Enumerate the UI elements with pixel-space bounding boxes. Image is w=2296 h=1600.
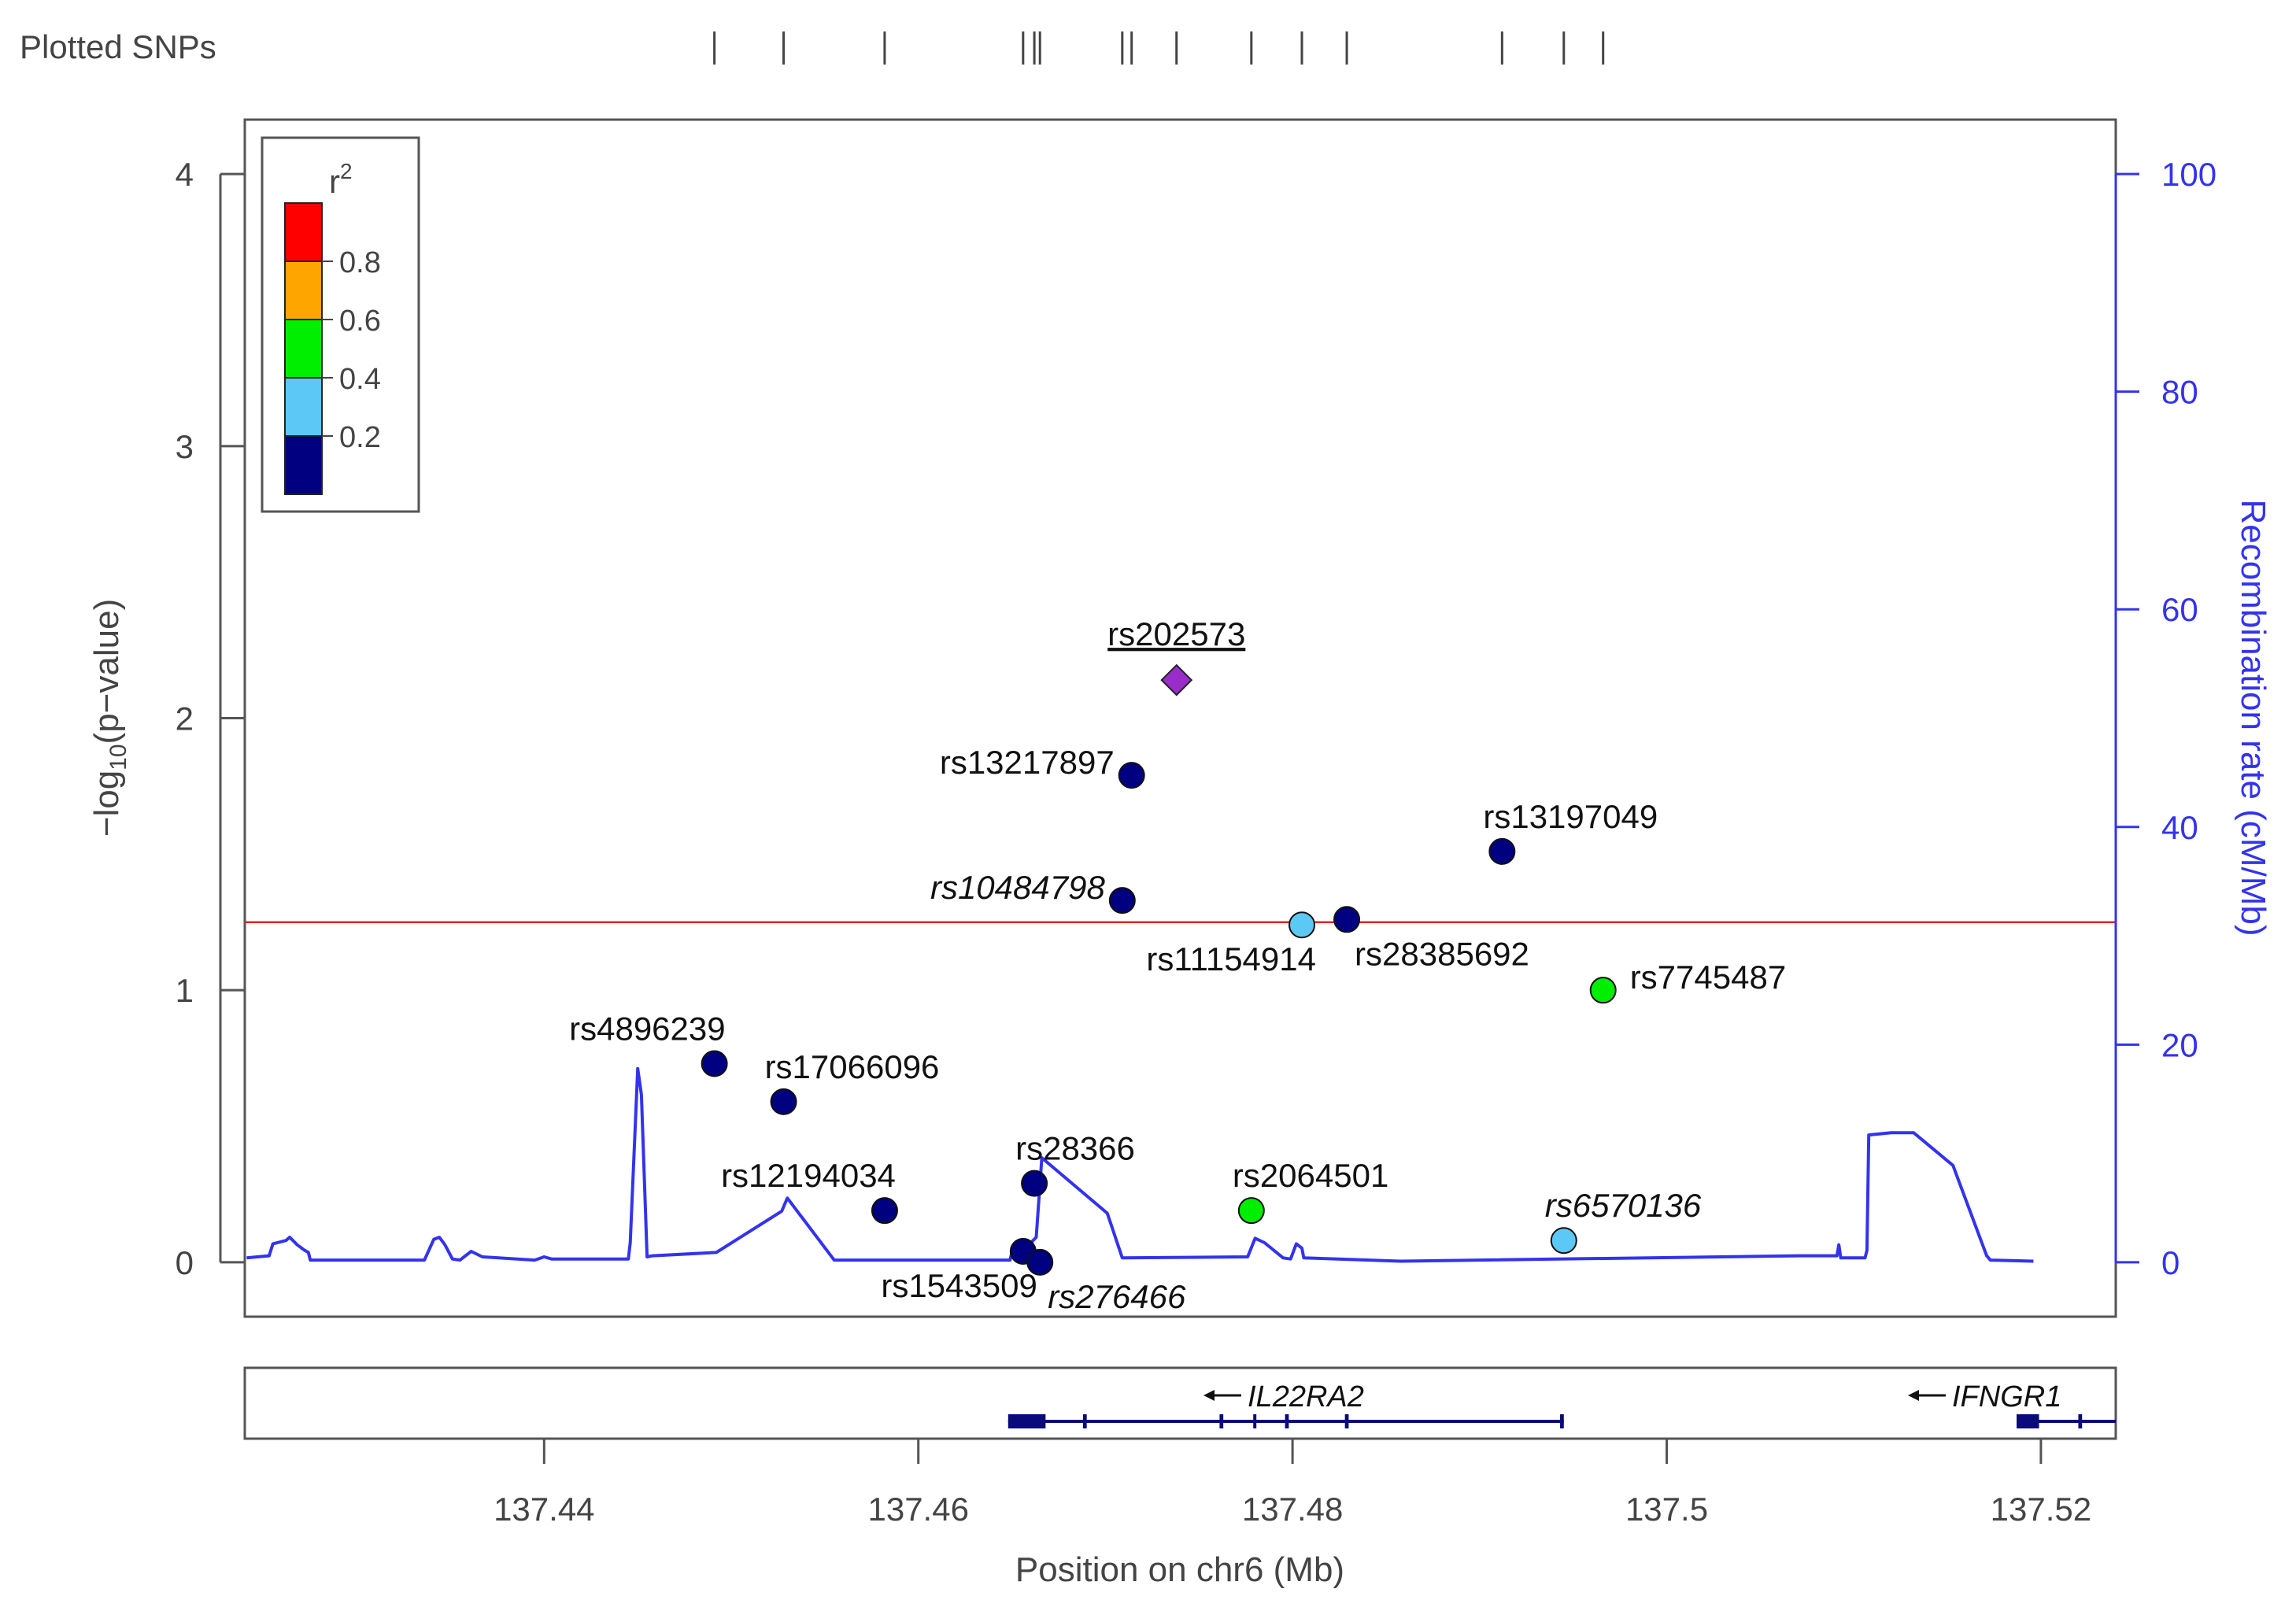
gene-exon [1008, 1414, 1046, 1428]
x-tick-label: 137.52 [1991, 1491, 2091, 1528]
legend-tick-label: 0.4 [339, 363, 381, 396]
gene-direction-arrowhead [1908, 1390, 1919, 1401]
gene-exon [2078, 1414, 2083, 1428]
plot-frame [243, 118, 2117, 1318]
y-axis-log-subscript: 10 [105, 744, 131, 770]
gene-exon [2017, 1414, 2039, 1428]
legend-color-bin [284, 319, 323, 379]
x-axis-label: Position on chr6 (Mb) [1015, 1550, 1344, 1589]
snp-label: rs2064501 [1233, 1157, 1389, 1194]
y-axis-right: 0 20 40 60 80 100 [2114, 156, 2217, 1281]
y-left-tick-label: 2 [176, 700, 194, 737]
x-tick-label: 137.48 [1242, 1491, 1343, 1528]
y-axis-left: 0 1 2 3 4 [176, 156, 245, 1281]
snp-label: rs1543509 [881, 1267, 1037, 1304]
y-right-tick-label: 0 [2161, 1244, 2180, 1281]
snp-label: rs13197049 [1483, 798, 1658, 835]
snp-label: rs7745487 [1630, 959, 1787, 996]
snp-point [1589, 977, 1617, 1004]
snp-label: rs10484798 [930, 869, 1105, 906]
snp-point [1026, 1248, 1054, 1276]
y-right-tick-label: 60 [2161, 591, 2198, 628]
legend-tick-label: 0.6 [339, 305, 381, 338]
snp-point [1488, 837, 1516, 865]
legend-title-superscript: 2 [340, 159, 353, 183]
snp-point [1108, 887, 1136, 915]
snp-rug-ticks [713, 31, 1605, 65]
recombination-layer [246, 1066, 2034, 1263]
snp-label: rs17066096 [765, 1048, 940, 1085]
x-axis: 137.44 137.46 137.48 137.5 137.52 [245, 1437, 2116, 1528]
gene-exon [1560, 1414, 1564, 1428]
gene-exon [1219, 1414, 1224, 1428]
x-tick-label: 137.44 [494, 1491, 594, 1528]
y-right-tick-label: 40 [2161, 809, 2198, 846]
plotted-snps-label: Plotted SNPs [20, 28, 216, 65]
y-right-tick-label: 100 [2161, 156, 2217, 193]
y-left-tick-label: 0 [176, 1244, 194, 1281]
x-tick-label: 137.46 [867, 1491, 968, 1528]
snp-label: rs6570136 [1545, 1187, 1702, 1224]
snp-point-lead [1160, 663, 1193, 697]
snp-point [701, 1050, 728, 1077]
gene-exon [1253, 1414, 1257, 1428]
legend-tick-label: 0.2 [339, 421, 381, 454]
y-left-tick-label: 4 [176, 156, 194, 193]
gene-track: IL22RA2 IFNGR1 [1008, 1380, 2116, 1428]
snp-label: rs276466 [1048, 1278, 1186, 1315]
snp-points: rs4896239 rs17066096 rs12194034 rs1543509 rs… [569, 615, 1786, 1315]
gene-label: IFNGR1 [1952, 1380, 2061, 1413]
snp-point [871, 1197, 898, 1225]
snp-point [1021, 1170, 1048, 1197]
y-axis-right-label: Recombination rate (cM/Mb) [2234, 499, 2272, 936]
legend-color-bin [284, 261, 323, 320]
snp-point [1288, 911, 1316, 939]
y-right-tick-label: 20 [2161, 1026, 2198, 1063]
r2-legend: r20.20.40.60.8 [261, 136, 420, 513]
snp-point [1550, 1227, 1577, 1255]
legend-color-bin [284, 377, 323, 437]
gene-track-frame [243, 1366, 2117, 1440]
gene-label: IL22RA2 [1248, 1380, 1364, 1413]
snp-label: rs4896239 [569, 1011, 726, 1048]
snp-point [1333, 906, 1361, 933]
gene-direction-arrowhead [1203, 1390, 1215, 1401]
snp-label: rs28366 [1015, 1130, 1135, 1167]
gene-exon [1082, 1414, 1087, 1428]
gene-exon [1285, 1414, 1289, 1428]
legend-color-bin [284, 202, 323, 262]
recombination-rate-line [246, 1066, 2034, 1263]
snp-label: rs202573 [1107, 615, 1245, 652]
snp-point [1237, 1197, 1265, 1225]
snp-label: rs11154914 [1146, 940, 1316, 977]
y-axis-left-label: −log10(p−value) [87, 599, 131, 837]
snp-label: rs12194034 [721, 1157, 896, 1194]
x-tick-label: 137.5 [1625, 1491, 1708, 1528]
y-left-tick-label: 3 [176, 428, 194, 465]
snp-label: rs28385692 [1355, 935, 1529, 972]
snp-point [1118, 762, 1145, 789]
y-left-tick-label: 1 [176, 972, 194, 1009]
snp-label: rs13217897 [940, 744, 1115, 781]
gene-exon [1344, 1414, 1349, 1428]
y-right-tick-label: 80 [2161, 374, 2198, 411]
legend-color-bin [284, 435, 323, 495]
snp-point [770, 1088, 797, 1115]
legend-tick-label: 0.8 [339, 246, 381, 279]
